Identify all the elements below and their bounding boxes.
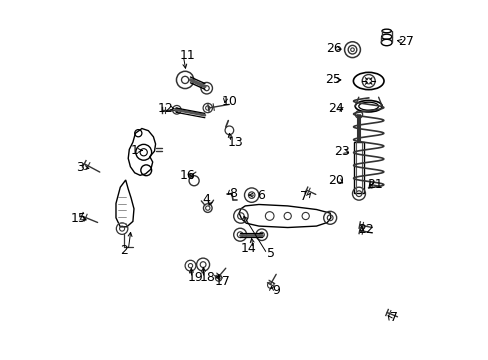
Text: 7: 7: [299, 190, 307, 203]
Text: 3: 3: [76, 161, 83, 174]
Text: 14: 14: [241, 242, 256, 255]
Bar: [354, 142, 363, 193]
Text: 6: 6: [256, 189, 264, 202]
Text: 12: 12: [158, 102, 174, 114]
Text: 5: 5: [267, 247, 275, 260]
Text: 17: 17: [214, 275, 230, 288]
Text: 13: 13: [227, 136, 243, 149]
Text: 16: 16: [180, 169, 195, 182]
Text: 11: 11: [180, 49, 195, 62]
Text: 23: 23: [333, 145, 349, 158]
Text: 25: 25: [324, 73, 340, 86]
Text: 15: 15: [71, 212, 87, 225]
Text: 24: 24: [328, 102, 344, 115]
Text: 27: 27: [397, 35, 413, 48]
Text: 4: 4: [203, 193, 210, 206]
Text: 22: 22: [358, 223, 373, 236]
Text: 19: 19: [188, 271, 203, 284]
Text: 26: 26: [325, 42, 341, 55]
Text: 1: 1: [131, 144, 139, 157]
Text: 9: 9: [271, 284, 279, 297]
Text: 21: 21: [366, 178, 382, 191]
Text: 18: 18: [200, 271, 215, 284]
Text: 20: 20: [327, 174, 343, 187]
Text: 8: 8: [228, 187, 237, 200]
Text: 7: 7: [389, 311, 397, 324]
Text: 10: 10: [221, 95, 237, 108]
Text: 2: 2: [120, 244, 127, 257]
